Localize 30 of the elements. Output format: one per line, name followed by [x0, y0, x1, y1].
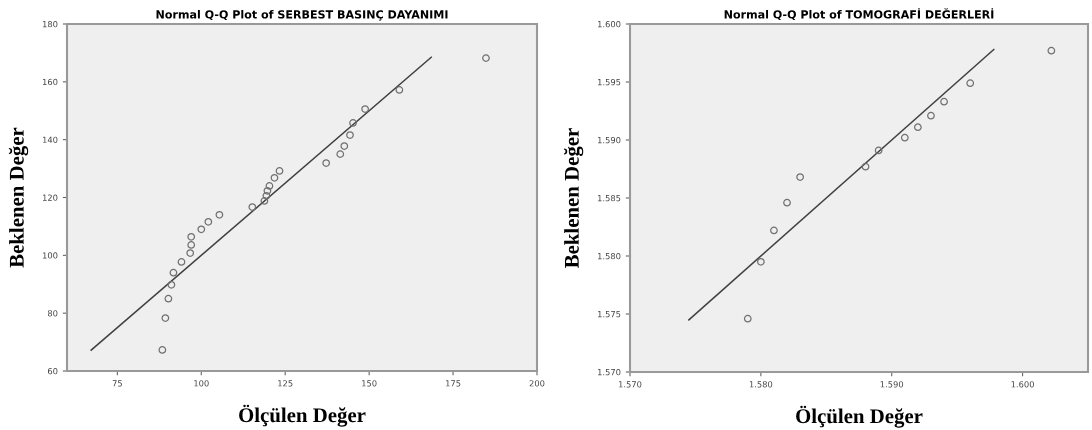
y-tick-label: 180 [42, 20, 58, 28]
x-tick-label: 1.580 [749, 381, 773, 388]
y-tick-label: 80 [47, 310, 58, 317]
x-tick-label: 125 [278, 380, 293, 387]
y-tick-label: 140 [42, 136, 58, 143]
x-tick-label: 1.590 [880, 381, 904, 388]
y-tick-label: 60 [47, 367, 58, 375]
x-tick-label: 175 [446, 380, 461, 387]
y-axis-title: Beklenen Değer [563, 128, 584, 268]
y-tick-label: 100 [42, 252, 58, 259]
chart-title: Normal Q-Q Plot of SERBEST BASINÇ DAYANIMI [156, 10, 448, 21]
y-tick-label: 1.570 [598, 368, 621, 376]
x-tick-label: 1.570 [618, 381, 642, 388]
x-tick-label: 75 [112, 380, 122, 387]
x-tick-label: 1.600 [1011, 381, 1034, 388]
y-tick-label: 120 [42, 194, 58, 201]
x-tick-label: 100 [194, 380, 209, 387]
y-tick-label: 1.600 [598, 20, 621, 28]
y-tick-label: 160 [42, 78, 58, 86]
y-tick-label: 1.575 [598, 311, 621, 318]
x-axis-title: Ölçülen Değer [796, 405, 923, 428]
chart-title: Normal Q-Q Plot of TOMOGRAFİ DEĞERLERİ [724, 8, 994, 21]
y-axis-title: Beklenen Değer [8, 127, 29, 268]
y-tick-label: 1.580 [598, 252, 621, 260]
y-tick-label: 1.595 [598, 78, 621, 86]
x-tick-label: 200 [529, 380, 545, 387]
x-axis-title: Ölçülen Değer [239, 404, 366, 427]
y-tick-label: 1.590 [598, 136, 621, 144]
x-tick-label: 150 [362, 380, 377, 387]
y-tick-label: 1.585 [598, 194, 621, 202]
